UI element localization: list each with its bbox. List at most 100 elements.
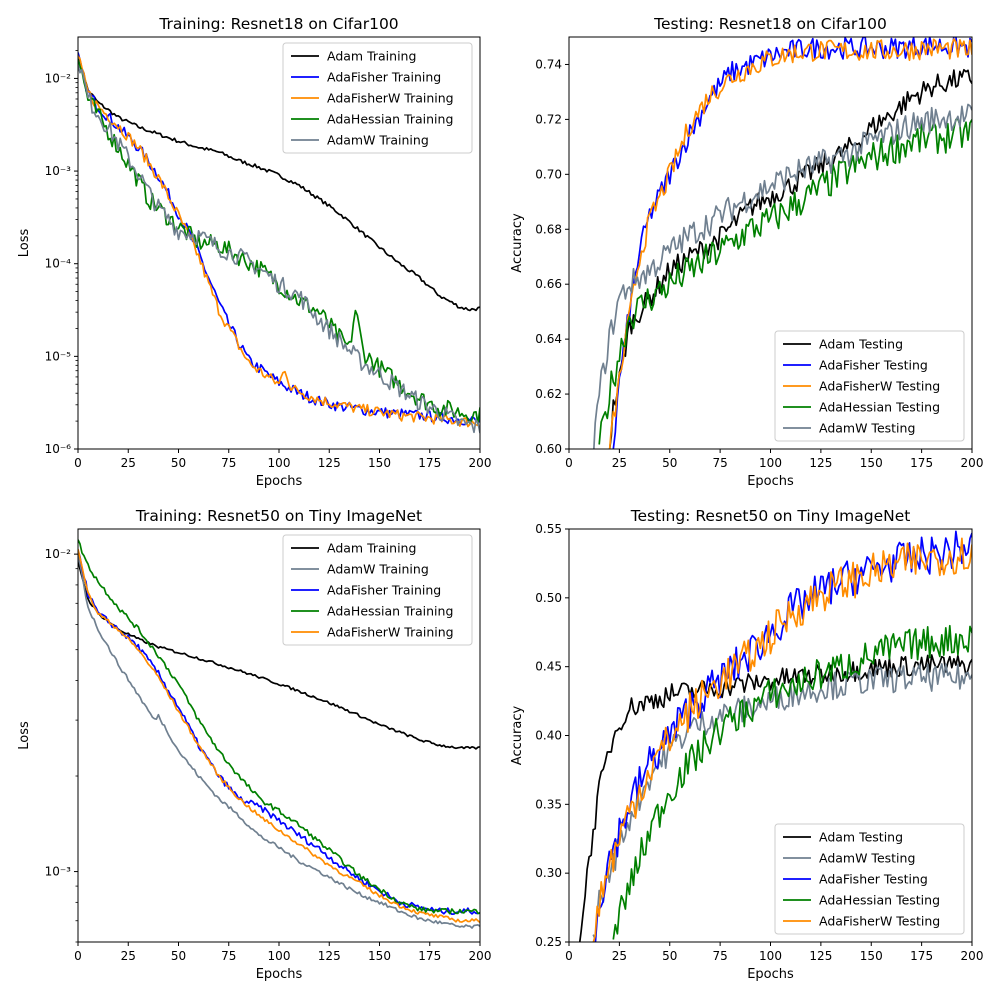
chart-title: Training: Resnet50 on Tiny ImageNet (135, 507, 422, 525)
chart-panel-4: 0 25 50 75 100 125 150 175 200 0.25 0.30 0.35 0.40 0.… (510, 507, 983, 982)
legend-label: AdaFisherW Training (327, 91, 454, 106)
series-line-adamw-training (78, 64, 480, 434)
y-tick-label: 0.70 (535, 167, 562, 181)
y-tick-label: 0.25 (535, 935, 562, 949)
y-tick-label: 0.35 (535, 797, 562, 811)
x-tick-label: 200 (961, 949, 984, 963)
x-tick-label: 150 (368, 949, 391, 963)
x-axis-label: Epochs (256, 474, 303, 489)
x-tick-label: 25 (612, 456, 627, 470)
legend: Adam Testing AdaFisher Testing AdaFisherW … (774, 330, 965, 442)
series-line-adafisherw-training (78, 55, 480, 429)
chart-title: Testing: Resnet50 on Tiny ImageNet (630, 507, 911, 525)
y-tick-label: 0.68 (535, 222, 562, 236)
y-tick-label: 10⁻² (45, 71, 72, 85)
y-tick-label: 0.64 (535, 332, 562, 346)
x-tick-label: 175 (418, 456, 441, 470)
series-line-adam-training (78, 560, 480, 750)
legend-label: Adam Testing (819, 830, 903, 845)
legend-box (282, 534, 473, 646)
x-tick-label: 50 (171, 949, 186, 963)
legend-label: AdaHessian Testing (819, 893, 940, 908)
legend-label: AdaFisherW Testing (819, 914, 940, 929)
chart-title: Training: Resnet18 on Cifar100 (158, 15, 398, 33)
y-tick-label: 0.50 (535, 591, 562, 605)
x-tick-label: 125 (809, 949, 832, 963)
legend-label: AdamW Training (327, 133, 429, 148)
y-tick-label: 10⁻⁵ (45, 349, 72, 363)
x-tick-label: 200 (469, 456, 492, 470)
x-tick-label: 75 (712, 456, 727, 470)
legend-label: AdaFisherW Training (327, 625, 454, 640)
series-line-adafisher-training (78, 549, 480, 916)
x-tick-label: 175 (418, 949, 441, 963)
x-tick-label: 75 (221, 949, 236, 963)
y-axis-label: Loss (17, 721, 32, 750)
x-tick-label: 0 (74, 949, 82, 963)
y-axis-label: Accuracy (510, 706, 525, 766)
y-tick-label: 0.45 (535, 660, 562, 674)
series-line-adahessian-testing (598, 118, 972, 445)
series-line-adam-training (78, 58, 480, 312)
legend-label: AdaHessian Training (327, 112, 453, 127)
x-axis-label: Epochs (747, 967, 794, 982)
x-tick-label: 125 (318, 456, 341, 470)
x-tick-label: 150 (368, 456, 391, 470)
series-line-adam-testing (578, 654, 972, 942)
x-tick-label: 125 (318, 949, 341, 963)
x-tick-label: 200 (961, 456, 984, 470)
legend-label: AdaFisher Testing (819, 358, 928, 373)
x-tick-label: 200 (469, 949, 492, 963)
x-tick-label: 0 (565, 949, 573, 963)
x-tick-label: 25 (121, 949, 136, 963)
x-axis-label: Epochs (747, 474, 794, 489)
x-tick-label: 150 (860, 456, 883, 470)
y-tick-label: 0.72 (535, 112, 562, 126)
series-line-adahessian-training (78, 539, 480, 915)
x-tick-label: 75 (221, 456, 236, 470)
x-tick-label: 25 (121, 456, 136, 470)
chart-title: Testing: Resnet18 on Cifar100 (653, 15, 887, 33)
y-tick-label: 0.74 (535, 57, 562, 71)
x-tick-label: 175 (910, 949, 933, 963)
series-line-adafisherw-testing (592, 537, 972, 942)
legend-label: Adam Training (327, 49, 416, 64)
legend: Adam Training AdamW Training AdaFisher Tra… (282, 534, 473, 646)
series-line-adamw-training (78, 555, 480, 929)
chart-panel-3: 0 25 50 75 100 125 150 175 200 10⁻³ 10⁻² Training: … (17, 507, 491, 982)
legend-label: Adam Training (327, 541, 416, 556)
x-tick-label: 175 (910, 456, 933, 470)
y-tick-label: 0.62 (535, 387, 562, 401)
legend: Adam Training AdaFisher Training AdaFisher… (282, 42, 473, 154)
chart-panel-2: 0 25 50 75 100 125 150 175 200 0.60 0.62 0.64 0.66 0.… (510, 15, 983, 489)
x-tick-label: 0 (565, 456, 573, 470)
legend-label: AdamW Testing (819, 421, 915, 436)
legend-box (282, 42, 473, 154)
series-line-adamw-testing (593, 103, 972, 449)
legend-label: AdaFisher Training (327, 70, 441, 85)
x-tick-label: 150 (860, 949, 883, 963)
legend-label: AdaHessian Testing (819, 400, 940, 415)
series-line-adahessian-testing (612, 624, 972, 940)
y-tick-label: 10⁻³ (45, 164, 72, 178)
series-group (593, 37, 972, 449)
legend-label: AdamW Training (327, 562, 429, 577)
y-tick-label: 10⁻² (45, 547, 72, 561)
x-tick-label: 50 (662, 949, 677, 963)
x-tick-label: 100 (759, 456, 782, 470)
y-tick-label: 0.30 (535, 866, 562, 880)
x-axis-label: Epochs (256, 967, 303, 982)
legend-box (774, 330, 965, 442)
legend: Adam Testing AdamW Testing AdaFisher Testi… (774, 823, 965, 935)
series-group (78, 52, 480, 434)
series-line-adafisherw-training (78, 548, 480, 924)
y-tick-label: 10⁻⁶ (45, 442, 72, 456)
y-tick-label: 10⁻⁴ (45, 257, 72, 271)
legend-box (774, 823, 965, 935)
legend-label: AdamW Testing (819, 851, 915, 866)
legend-label: Adam Testing (819, 337, 903, 352)
x-tick-label: 25 (612, 949, 627, 963)
x-tick-label: 0 (74, 456, 82, 470)
y-axis-label: Accuracy (510, 213, 525, 273)
